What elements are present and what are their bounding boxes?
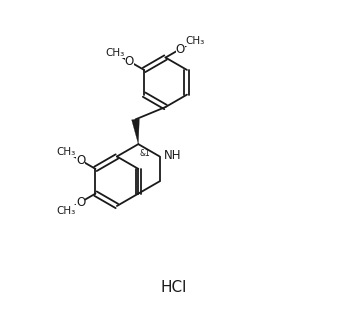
Text: O: O [175,43,185,56]
Text: CH₃: CH₃ [56,147,76,157]
Text: &1: &1 [140,149,151,158]
Text: HCl: HCl [160,280,187,295]
Text: O: O [76,154,86,167]
Polygon shape [132,119,139,144]
Text: CH₃: CH₃ [105,48,124,58]
Text: CH₃: CH₃ [185,36,205,46]
Text: O: O [125,55,134,68]
Text: NH: NH [164,149,182,162]
Text: O: O [76,196,86,208]
Text: CH₃: CH₃ [56,206,76,216]
